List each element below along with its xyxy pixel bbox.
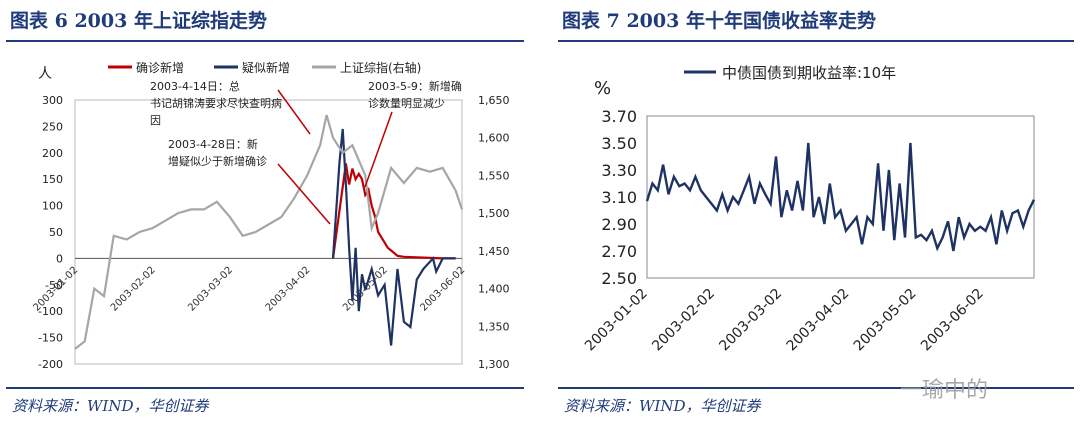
right-source: 资料来源：WIND，华创证券 bbox=[564, 397, 761, 415]
right-axis-tick-label: 1,400 bbox=[478, 283, 510, 296]
left-y-tick-label: -200 bbox=[38, 358, 63, 371]
right-panel: 图表 7 2003 年十年国债收益率走势 % 3.70 3.50 3.30 3.10 2.… bbox=[552, 0, 1080, 429]
annotation-2-line: 2003-5-9：新增确 bbox=[368, 79, 462, 93]
right-axis-tick-label: 1,500 bbox=[478, 207, 510, 220]
right-footer-rule bbox=[558, 387, 1074, 389]
watermark: 一瑜中的 bbox=[900, 378, 989, 403]
right-axis-tick-label: 1,650 bbox=[478, 94, 510, 107]
left-y-axis-label: 人 bbox=[38, 66, 52, 82]
right-y-tick-label: 3.30 bbox=[601, 161, 637, 180]
right-chart-title: 图表 7 2003 年十年国债收益率走势 bbox=[562, 10, 876, 32]
left-title-rule bbox=[6, 40, 524, 42]
right-y-axis-label: % bbox=[594, 78, 611, 99]
right-chart: %3.703.503.303.102.902.702.502003-01-022… bbox=[582, 64, 1036, 355]
right-y-tick-label: 2.70 bbox=[601, 242, 637, 261]
left-y-tick-label: 0 bbox=[56, 252, 63, 265]
left-chart-title: 图表 6 2003 年上证综指走势 bbox=[10, 10, 267, 32]
left-chart: 人 300 250 200 150 100 50 0 -50 -100 -150 -200 1,650 1… bbox=[31, 60, 510, 371]
series-line-2 bbox=[331, 128, 456, 346]
left-footer-rule bbox=[6, 387, 524, 389]
series-line-1 bbox=[331, 163, 456, 260]
left-x-tick-label: 2003-04-02 bbox=[264, 265, 313, 314]
series-line-3 bbox=[74, 114, 464, 350]
arrow-3 bbox=[277, 163, 331, 225]
annotation-1-line: 因 bbox=[150, 114, 161, 127]
left-x-tick-label: 2003-06-02 bbox=[418, 265, 467, 314]
right-x-tick-label: 2003-03-02 bbox=[716, 286, 785, 355]
right-axis-tick-label: 1,350 bbox=[478, 320, 510, 333]
right-plot-frame bbox=[646, 115, 1035, 279]
left-y-tick-label: 250 bbox=[42, 120, 63, 133]
right-axis-tick-label: 1,450 bbox=[478, 245, 510, 258]
left-plot-frame bbox=[74, 99, 463, 365]
right-x-tick-label: 2003-06-02 bbox=[918, 286, 987, 355]
right-y-tick-label: 3.50 bbox=[601, 134, 637, 153]
right-axis-tick-label: 1,600 bbox=[478, 132, 510, 145]
annotation-2-line: 诊数量明显减少 bbox=[368, 96, 445, 110]
left-x-tick-label: 2003-02-02 bbox=[109, 265, 158, 314]
left-y-tick-label: 200 bbox=[42, 147, 63, 160]
right-y-tick-label: 2.50 bbox=[601, 269, 637, 288]
right-y-tick-label: 3.10 bbox=[601, 188, 637, 207]
left-y-tick-label: 50 bbox=[49, 226, 63, 239]
left-y-tick-label: -50 bbox=[45, 279, 63, 292]
legend-label-3: 上证综指(右轴) bbox=[340, 60, 421, 75]
right-x-tick-label: 2003-05-02 bbox=[851, 286, 920, 355]
right-y-tick-label: 3.70 bbox=[601, 107, 637, 126]
right-x-tick-label: 2003-01-02 bbox=[582, 286, 651, 355]
arrow-1 bbox=[277, 89, 311, 135]
left-y-tick-label: 300 bbox=[42, 94, 63, 107]
left-y-tick-label: 100 bbox=[42, 200, 63, 213]
left-panel: 图表 6 2003 年上证综指走势 人 300 250 200 150 100 50 0 -50… bbox=[0, 0, 530, 429]
right-x-tick-label: 2003-04-02 bbox=[784, 286, 853, 355]
arrow-2 bbox=[364, 111, 393, 188]
annotation-1-line: 2003-4-14日：总 bbox=[150, 79, 240, 93]
right-x-tick-label: 2003-02-02 bbox=[649, 286, 718, 355]
left-y-tick-label: -150 bbox=[38, 332, 63, 345]
right-axis-tick-label: 1,300 bbox=[478, 358, 510, 371]
left-y-tick-label: 150 bbox=[42, 173, 63, 186]
yield-series-line bbox=[645, 142, 1036, 252]
annotation-1-line: 书记胡锦涛要求尽快查明病 bbox=[150, 96, 282, 110]
annotation-3-line: 2003-4-28日：新 bbox=[168, 137, 258, 151]
right-legend-label: 中债国债到期收益率:10年 bbox=[722, 64, 896, 82]
left-y-tick-label: -100 bbox=[38, 305, 63, 318]
legend-label-1: 确诊新增 bbox=[136, 60, 184, 75]
left-x-tick-label: 2003-03-02 bbox=[186, 265, 235, 314]
left-source: 资料来源：WIND，华创证券 bbox=[12, 397, 209, 415]
right-title-rule bbox=[558, 40, 1074, 42]
annotation-3-line: 增疑似少于新增确诊 bbox=[168, 154, 267, 168]
right-axis-tick-label: 1,550 bbox=[478, 169, 510, 182]
legend-label-2: 疑似新增 bbox=[242, 60, 290, 75]
right-y-tick-label: 2.90 bbox=[601, 215, 637, 234]
